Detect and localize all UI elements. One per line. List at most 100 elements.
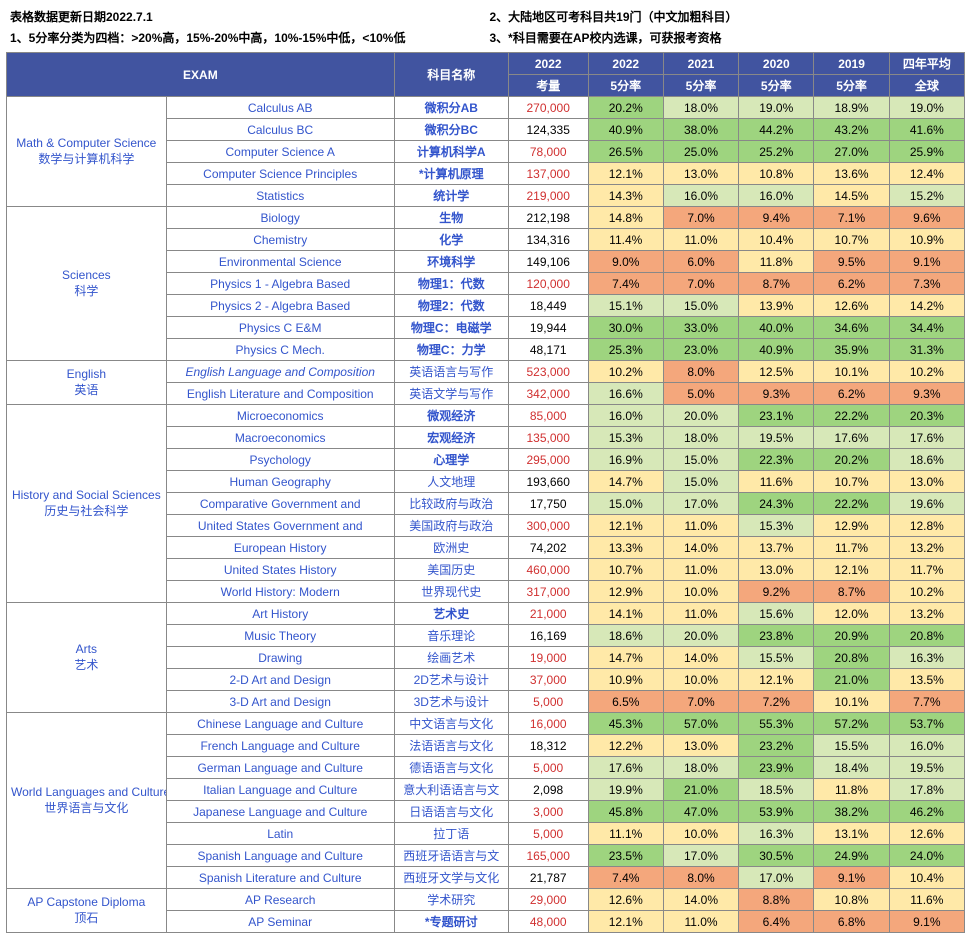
rate-cell: 17.6% xyxy=(588,757,663,779)
exam-name-en: Latin xyxy=(166,823,394,845)
rate-cell: 16.0% xyxy=(663,185,738,207)
rate-cell: 16.3% xyxy=(739,823,814,845)
rate-cell: 15.0% xyxy=(588,493,663,515)
exam-volume: 29,000 xyxy=(508,889,588,911)
rate-cell: 34.4% xyxy=(889,317,964,339)
rate-cell: 8.0% xyxy=(663,361,738,383)
rate-cell: 8.7% xyxy=(739,273,814,295)
rate-cell: 20.9% xyxy=(814,625,889,647)
rate-cell: 18.6% xyxy=(889,449,964,471)
exam-name-en: Comparative Government and xyxy=(166,493,394,515)
rate-cell: 11.7% xyxy=(814,537,889,559)
rate-cell: 18.6% xyxy=(588,625,663,647)
category-cell: Math & Computer Science数学与计算机科学 xyxy=(7,97,167,207)
exam-name-en: Chemistry xyxy=(166,229,394,251)
rate-cell: 10.4% xyxy=(739,229,814,251)
rate-cell: 7.1% xyxy=(814,207,889,229)
exam-name-cn: 德语语言与文化 xyxy=(394,757,508,779)
rate-cell: 7.0% xyxy=(663,273,738,295)
rate-cell: 13.7% xyxy=(739,537,814,559)
rate-cell: 9.0% xyxy=(588,251,663,273)
exam-volume: 18,449 xyxy=(508,295,588,317)
rate-cell: 23.9% xyxy=(739,757,814,779)
rate-cell: 11.6% xyxy=(739,471,814,493)
table-row: AP Capstone Diploma顶石AP Research学术研究29,0… xyxy=(7,889,965,911)
category-cell: Sciences科学 xyxy=(7,207,167,361)
rate-cell: 17.0% xyxy=(663,493,738,515)
exam-volume: 124,335 xyxy=(508,119,588,141)
category-cell: World Languages and Cultures世界语言与文化 xyxy=(7,713,167,889)
rate-cell: 10.7% xyxy=(588,559,663,581)
exam-volume: 17,750 xyxy=(508,493,588,515)
rate-cell: 13.2% xyxy=(889,603,964,625)
exam-name-cn: 微观经济 xyxy=(394,405,508,427)
rate-cell: 40.9% xyxy=(739,339,814,361)
rate-cell: 6.0% xyxy=(663,251,738,273)
rate-cell: 12.9% xyxy=(588,581,663,603)
rate-cell: 23.8% xyxy=(739,625,814,647)
exam-name-en: AP Seminar xyxy=(166,911,394,933)
rate-cell: 11.8% xyxy=(814,779,889,801)
rate-cell: 20.2% xyxy=(814,449,889,471)
rate-cell: 23.1% xyxy=(739,405,814,427)
rate-cell: 9.1% xyxy=(889,251,964,273)
exam-volume: 3,000 xyxy=(508,801,588,823)
exam-volume: 78,000 xyxy=(508,141,588,163)
rate-cell: 6.5% xyxy=(588,691,663,713)
rate-cell: 30.0% xyxy=(588,317,663,339)
rate-cell: 15.5% xyxy=(739,647,814,669)
exam-name-cn: 法语语言与文化 xyxy=(394,735,508,757)
rate-cell: 21.0% xyxy=(663,779,738,801)
rate-cell: 18.5% xyxy=(739,779,814,801)
rate-cell: 5.0% xyxy=(663,383,738,405)
rate-cell: 20.8% xyxy=(889,625,964,647)
exam-name-en: 3-D Art and Design xyxy=(166,691,394,713)
rate-cell: 9.5% xyxy=(814,251,889,273)
rate-cell: 13.2% xyxy=(889,537,964,559)
exam-volume: 74,202 xyxy=(508,537,588,559)
note-4: 3、*科目需要在AP校内选课，可获报考资格 xyxy=(486,27,966,48)
table-row: English英语English Language and Compositio… xyxy=(7,361,965,383)
rate-cell: 30.5% xyxy=(739,845,814,867)
rate-cell: 9.2% xyxy=(739,581,814,603)
exam-name-cn: 美国历史 xyxy=(394,559,508,581)
rate-cell: 53.7% xyxy=(889,713,964,735)
rate-cell: 12.1% xyxy=(588,911,663,933)
rate-cell: 7.3% xyxy=(889,273,964,295)
exam-volume: 16,000 xyxy=(508,713,588,735)
rate-cell: 47.0% xyxy=(663,801,738,823)
exam-name-cn: 物理C：电磁学 xyxy=(394,317,508,339)
rate-cell: 8.7% xyxy=(814,581,889,603)
exam-name-cn: 拉丁语 xyxy=(394,823,508,845)
rate-cell: 13.6% xyxy=(814,163,889,185)
exam-name-cn: 微积分BC xyxy=(394,119,508,141)
rate-cell: 10.9% xyxy=(889,229,964,251)
rate-cell: 18.4% xyxy=(814,757,889,779)
exam-name-cn: 绘画艺术 xyxy=(394,647,508,669)
exam-name-en: AP Research xyxy=(166,889,394,911)
rate-cell: 41.6% xyxy=(889,119,964,141)
hdr-r19-2: 5分率 xyxy=(814,75,889,97)
exam-volume: 212,198 xyxy=(508,207,588,229)
rate-cell: 14.5% xyxy=(814,185,889,207)
rate-cell: 11.0% xyxy=(663,229,738,251)
rate-cell: 38.2% xyxy=(814,801,889,823)
rate-cell: 11.6% xyxy=(889,889,964,911)
rate-cell: 10.9% xyxy=(588,669,663,691)
exam-volume: 193,660 xyxy=(508,471,588,493)
exam-name-en: Computer Science A xyxy=(166,141,394,163)
rate-cell: 10.4% xyxy=(889,867,964,889)
rate-cell: 22.2% xyxy=(814,493,889,515)
exam-name-en: Macroeconomics xyxy=(166,427,394,449)
hdr-r19-1: 2019 xyxy=(814,53,889,75)
exam-volume: 523,000 xyxy=(508,361,588,383)
exam-name-cn: 音乐理论 xyxy=(394,625,508,647)
rate-cell: 11.0% xyxy=(663,515,738,537)
rate-cell: 24.0% xyxy=(889,845,964,867)
rate-cell: 11.8% xyxy=(739,251,814,273)
exam-name-cn: 意大利语语言与文 xyxy=(394,779,508,801)
exam-name-cn: 艺术史 xyxy=(394,603,508,625)
hdr-r22-2: 5分率 xyxy=(588,75,663,97)
exam-name-en: Art History xyxy=(166,603,394,625)
exam-volume: 48,000 xyxy=(508,911,588,933)
